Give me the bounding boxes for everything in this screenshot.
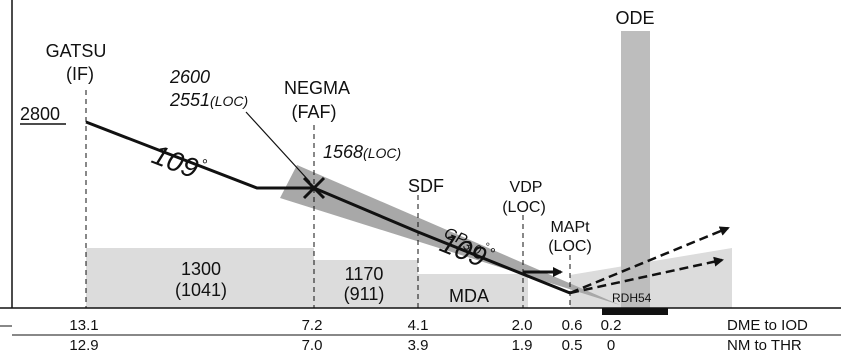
terrain-block-seg2 [314,260,418,308]
svg-text:°: ° [486,245,498,263]
fix-name-vdp: VDP [510,179,543,196]
fix-name-mapt: MAPt [550,219,590,236]
seg1-min-hat: (1041) [175,280,227,300]
faf-altitude-pointer [245,111,311,183]
seg1-min-altitude: 1300 [181,259,221,279]
thr-value: 1.9 [512,337,533,354]
missed-approach-terrain [570,248,732,308]
fix-name-negma: NEGMA [284,78,350,98]
thr-value: 0 [607,337,615,354]
dme-value: 13.1 [69,317,98,334]
course-label-intermediate: 109 ° [148,139,210,185]
dme-value: 7.2 [302,317,323,334]
negma-loc-altitude: 2551(LOC) [169,90,248,110]
thr-value: 7.0 [302,337,323,354]
terrain-block-mda [418,274,528,308]
dme-value: 4.1 [408,317,429,334]
faf-cross-icon [302,176,326,200]
missed-approach-path-upper [569,226,730,295]
fix-name-sdf: SDF [408,176,444,196]
dme-value: 0.6 [562,317,583,334]
fix-name-gatsu: GATSU [46,41,107,61]
thr-value: 3.9 [408,337,429,354]
gatsu-altitude: 2800 [20,104,60,124]
svg-text:°: ° [198,156,210,174]
sdf-loc-altitude: 1568(LOC) [323,142,401,162]
runway-bar [602,308,668,315]
fix-qual-vdp: (LOC) [502,199,546,216]
svg-text:°: ° [482,241,491,254]
dme-value: 2.0 [512,317,533,334]
negma-altitude: 2600 [169,67,210,87]
svg-text:109: 109 [436,227,491,273]
thr-row-label: NM to THR [727,337,802,354]
glidepath-wedge [280,165,620,305]
course-label-final: 109 ° [436,227,498,273]
obstacle-column [621,31,650,308]
fix-qual-mapt: (LOC) [548,238,592,255]
terrain-block-seg1 [86,248,314,308]
thr-value: 0.5 [562,337,583,354]
missed-approach-path-lower [569,256,724,295]
fix-role-gatsu: (IF) [66,64,94,84]
dme-row-label: DME to IOD [727,317,808,334]
thr-value: 12.9 [69,337,98,354]
svg-text:109: 109 [148,139,203,185]
fix-role-negma: (FAF) [292,102,337,122]
seg2-min-altitude: 1170 [345,264,384,284]
rdh-label: RDH54 [612,291,652,305]
svg-text:3.0: 3.0 [461,237,484,258]
dme-value: 0.2 [601,317,622,334]
mda-label: MDA [449,286,489,306]
obstacle-label: ODE [615,8,654,28]
seg2-min-hat: (911) [344,284,385,304]
